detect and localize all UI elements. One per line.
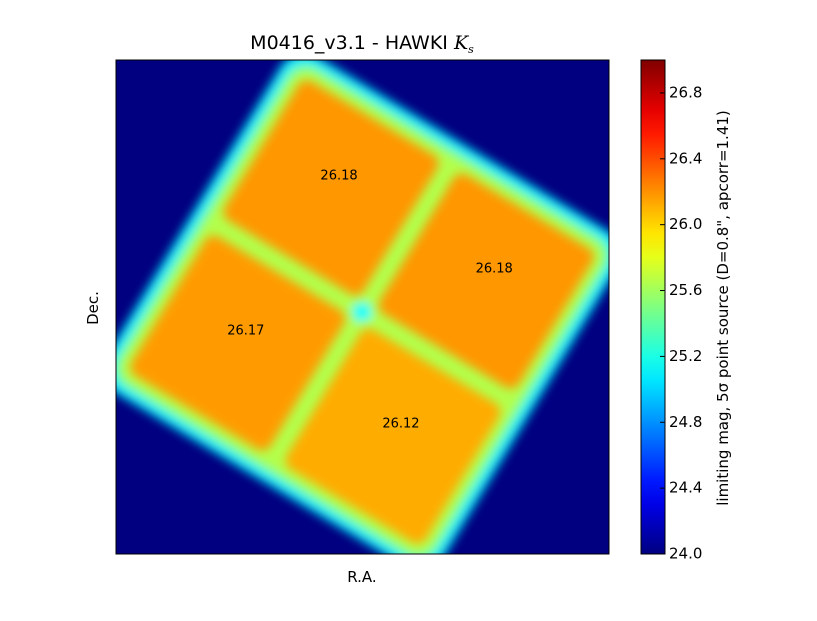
colorbar-tick-label: 26.4 [669, 149, 702, 167]
plot-frame [115, 59, 610, 555]
title-text: M0416_v3.1 - HAWKI [250, 32, 448, 54]
colorbar-tick-label: 24.0 [669, 545, 702, 563]
colorbar-tick-label: 26.8 [669, 83, 702, 101]
chip-label: 26.18 [320, 168, 357, 183]
chip-label: 26.17 [227, 323, 264, 338]
colorbar-tick-label: 26.0 [669, 215, 702, 233]
chip [223, 80, 439, 296]
center-gap [352, 302, 372, 322]
colorbar-tick-label: 25.6 [669, 281, 702, 299]
chip [378, 173, 594, 389]
colorbar-tick-label: 24.4 [669, 479, 702, 497]
chip-label: 26.18 [476, 262, 513, 277]
x-axis-label: R.A. [347, 568, 376, 586]
colorbar: 24.0 24.4 24.8 25.2 25.6 26.0 26.4 26.8 [640, 59, 702, 563]
y-axis-label: Dec. [84, 291, 102, 325]
colorbar-tick-label: 24.8 [669, 413, 702, 431]
chart-title: M0416_v3.1 - HAWKI Ks [250, 32, 474, 56]
chip-label: 26.12 [382, 417, 419, 432]
colorbar-label: limiting mag, 5σ point source (D=0.8", a… [714, 110, 732, 506]
title-subscript: s [468, 43, 474, 56]
chip [130, 235, 346, 451]
title-symbol: K [453, 32, 470, 54]
plot-area: 26.18 26.18 26.17 26.12 [116, 60, 609, 554]
chips [130, 80, 594, 544]
colorbar-tick-label: 25.2 [669, 347, 702, 365]
chip [285, 328, 501, 544]
colorbar-fill [640, 59, 666, 555]
mosaic [116, 60, 609, 554]
